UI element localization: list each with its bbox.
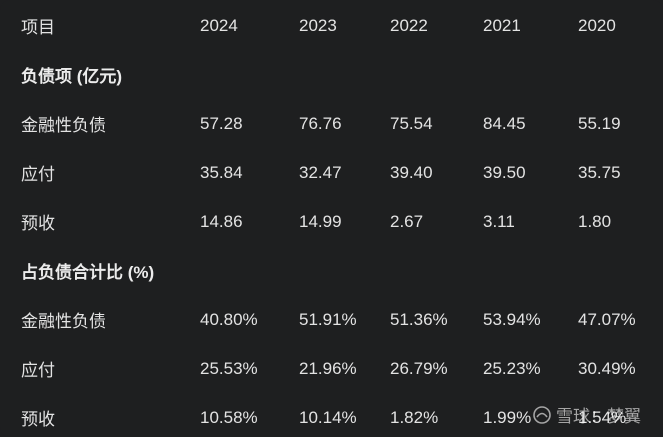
cell-value: 53.94%	[483, 309, 541, 329]
row-label: 应付	[21, 361, 55, 380]
cell-value: 25.53%	[200, 358, 258, 378]
section-row-ratio: 占负债合计比 (%)	[0, 246, 663, 295]
cell-value: 47.07%	[578, 309, 636, 329]
cell-value: 57.28	[200, 113, 243, 133]
cell-value: 32.47	[299, 162, 342, 182]
row-label: 预收	[21, 214, 55, 233]
snowball-logo-icon	[532, 405, 552, 425]
header-year-2022: 2022	[390, 15, 428, 35]
cell-value: 51.91%	[299, 309, 357, 329]
cell-value: 55.19	[578, 113, 621, 133]
watermark: 雪球：梦翼	[532, 402, 641, 427]
section-title: 占负债合计比 (%)	[21, 263, 155, 282]
row-label: 应付	[21, 165, 55, 184]
header-item-label: 项目	[21, 18, 55, 37]
header-year-2023: 2023	[299, 15, 337, 35]
header-year-2020: 2020	[578, 15, 616, 35]
table-row: 金融性负债 57.28 76.76 75.54 84.45 55.19	[0, 99, 663, 148]
cell-value: 3.11	[483, 211, 515, 231]
cell-value: 1.82%	[390, 407, 439, 427]
row-label: 金融性负债	[21, 116, 106, 135]
table-row: 应付 25.53% 21.96% 26.79% 25.23% 30.49%	[0, 344, 663, 393]
cell-value: 39.50	[483, 162, 526, 182]
cell-value: 1.99%	[483, 407, 532, 427]
cell-value: 84.45	[483, 113, 526, 133]
header-year-2021: 2021	[483, 15, 521, 35]
cell-value: 35.84	[200, 162, 243, 182]
cell-value: 30.49%	[578, 358, 636, 378]
cell-value: 14.99	[299, 211, 342, 231]
table-row: 预收 14.86 14.99 2.67 3.11 1.80	[0, 197, 663, 246]
cell-value: 75.54	[390, 113, 433, 133]
cell-value: 76.76	[299, 113, 342, 133]
cell-value: 26.79%	[390, 358, 448, 378]
table-header-row: 项目 2024 2023 2022 2021 2020	[0, 1, 663, 50]
table-row: 应付 35.84 32.47 39.40 39.50 35.75	[0, 148, 663, 197]
cell-value: 10.14%	[299, 407, 357, 427]
cell-value: 51.36%	[390, 309, 448, 329]
cell-value: 40.80%	[200, 309, 258, 329]
cell-value: 35.75	[578, 162, 621, 182]
table-row: 预收 10.58% 10.14% 1.82% 1.99% 1.54%	[0, 393, 663, 437]
header-year-2024: 2024	[200, 15, 238, 35]
cell-value: 39.40	[390, 162, 433, 182]
section-title: 负债项 (亿元)	[21, 67, 123, 86]
cell-value: 1.80	[578, 211, 612, 231]
cell-value: 1.54%	[578, 407, 627, 427]
row-label: 金融性负债	[21, 312, 106, 331]
cell-value: 21.96%	[299, 358, 357, 378]
section-row-liabilities: 负债项 (亿元)	[0, 50, 663, 99]
cell-value: 10.58%	[200, 407, 258, 427]
cell-value: 2.67	[390, 211, 424, 231]
cell-value: 25.23%	[483, 358, 541, 378]
cell-value: 14.86	[200, 211, 243, 231]
row-label: 预收	[21, 410, 55, 429]
watermark-text: 雪球：梦翼	[556, 407, 641, 427]
table-row: 金融性负债 40.80% 51.91% 51.36% 53.94% 47.07%	[0, 295, 663, 344]
